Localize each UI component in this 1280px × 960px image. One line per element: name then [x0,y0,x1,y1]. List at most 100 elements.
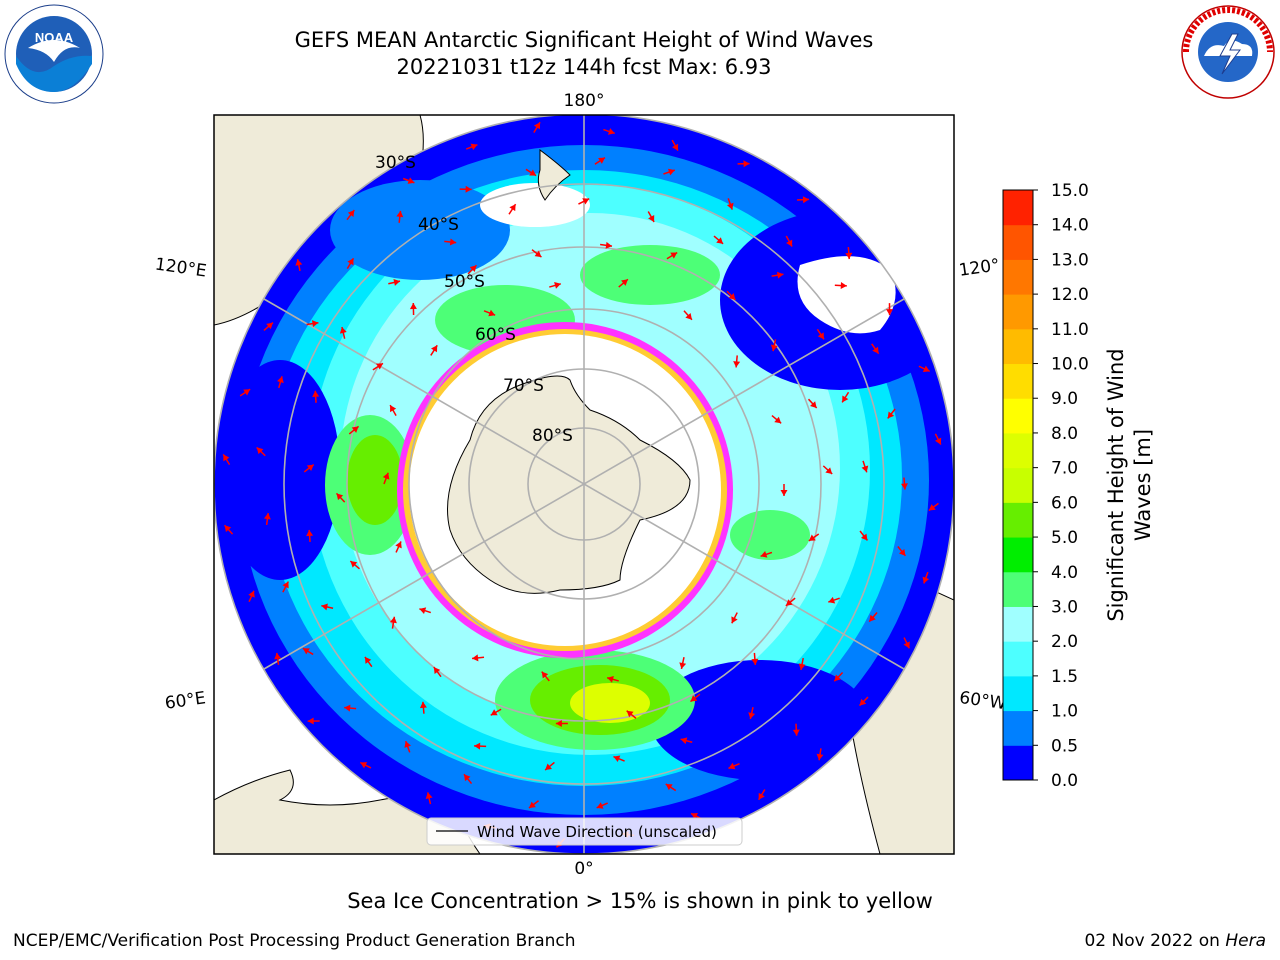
wind-arrow-head [690,695,698,702]
noaa-logo: NOAA [4,4,104,104]
colorbar-segment [1003,675,1033,712]
wind-arrow-head [680,737,688,745]
wind-arrow-head [351,426,359,433]
wind-arrow-head [665,783,673,791]
lon-label-120e: 120°E [154,255,208,282]
wind-arrow-head [555,719,562,727]
wind-arrow-head [743,160,750,168]
wind-arrow-head [389,616,397,624]
wind-arrow-head [311,320,319,328]
colorbar-segment [1003,467,1033,503]
wind-arrow-head [776,271,784,279]
wind-arrow-head [488,309,496,317]
wind-arrow-head [748,712,756,719]
wind-arrow-head [223,454,230,462]
chart-subtitle: 20221031 t12z 144h fcst Max: 6.93 [396,55,772,79]
wind-arrow-head [263,513,271,520]
wind-arrow-head [786,239,793,247]
wind-arrow-head [306,464,314,472]
wind-arrow-head [760,551,768,558]
wind-arrow-head [842,395,849,403]
lon-label-0: 0° [574,859,593,879]
wind-arrow-head [808,534,816,541]
wind-wave-direction-arrows [222,121,942,848]
colorbar-tick-label: 8.0 [1051,424,1078,444]
wind-arrow-head [321,603,328,611]
wind-arrow-head [425,792,433,800]
wind-arrow-head [528,801,536,808]
wind-arrow-head [433,667,441,674]
wind-arrow-head [691,813,698,820]
colorbar-segment [1003,294,1033,330]
wind-arrow-head [248,590,255,598]
wind-arrow-head [302,648,310,655]
new-zealand-landmass [537,148,571,201]
wind-arrow-head [376,363,383,370]
wind-arrow-head [347,210,355,217]
wind-arrow-head [605,241,613,249]
wind-arrow-head [350,561,358,568]
nws-logo [1181,5,1275,99]
wind-arrow-head [390,405,397,413]
wind-arrow-head [733,361,741,368]
wind-arrow-head [490,709,498,716]
wind-arrow-head [758,792,765,800]
lon-label-60w: 60°W [958,688,1007,714]
wind-arrow-head [751,658,759,665]
colorbar-tick-label: 7.0 [1051,459,1078,479]
colorbar-tick-label: 2.0 [1051,632,1078,652]
colorbar-tick-label: 12.0 [1051,285,1089,305]
wind-arrow-head [474,742,481,750]
lon-label-180: 180° [564,91,605,111]
wind-arrow-head [360,762,368,769]
machine-name: Hera [1225,931,1266,951]
run-date: 02 Nov 2022 on Hera [1084,931,1266,951]
chart-title: GEFS MEAN Antarctic Significant Height o… [294,28,874,52]
wind-arrow-head [716,237,724,244]
wind-arrow-head [934,437,942,445]
colorbar-segment [1003,190,1033,226]
wind-arrow-head [802,196,810,204]
wind-arrow-head [667,168,675,176]
legend-label: Wind Wave Direction (unscaled) [477,823,717,841]
wind-arrow-head [469,265,477,272]
colorbar-segment [1003,571,1033,607]
colorbar-tick-label: 15.0 [1051,181,1089,201]
wind-arrow-head [886,309,894,316]
wind-arrow-head [407,177,415,184]
wind-arrow-head [816,753,824,761]
lat-label-80s: 80°S [532,426,573,446]
noaa-logo-text: NOAA [35,30,74,45]
wind-arrow-head [336,493,344,501]
wind-arrow-head [792,729,800,736]
colorbar-tick-label: 11.0 [1051,320,1089,340]
wind-arrow-head [419,701,427,709]
colorbar-tick-label: 1.5 [1051,667,1078,687]
wind-arrow-head [533,122,541,130]
colorbar-tick-label: 3.0 [1051,597,1078,617]
wind-arrow-head [224,525,232,532]
map-frame [213,114,955,855]
wind-arrow-head [307,717,314,725]
wind-arrow-head [869,614,876,622]
colorbar-tick-label: 13.0 [1051,250,1089,270]
wind-arrow-head [828,596,836,604]
lat-label-50s: 50°S [444,272,485,292]
wind-arrow-head [607,675,614,683]
wind-arrow-head [596,802,604,809]
wind-arrow-head [266,322,274,330]
wind-arrow-head [509,204,516,212]
wind-arrow-head [900,483,908,490]
graticule [214,115,954,854]
colorbar-segment [1003,224,1033,260]
wind-arrow-head [887,411,895,419]
wind-arrow-head [872,346,879,354]
wind-arrow-head [817,332,825,340]
colorbar-segment [1003,606,1033,642]
wind-arrow-head [825,467,833,474]
wind-arrow-head [607,128,615,135]
colorbar-tick-label: 5.0 [1051,528,1078,548]
wind-arrow-head [339,326,347,334]
wind-arrow-head [728,762,736,770]
